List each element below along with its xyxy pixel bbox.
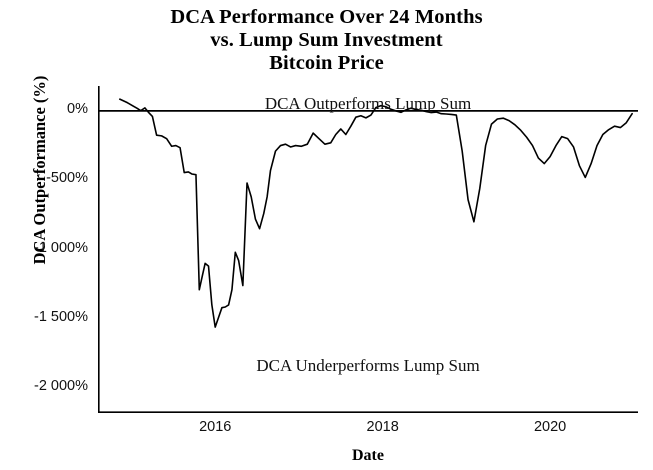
series-line-dca-outperformance xyxy=(118,98,633,328)
x-axis-title: Date xyxy=(352,447,384,464)
annotation-dca-underperforms: DCA Underperforms Lump Sum xyxy=(256,356,480,375)
line-chart-svg xyxy=(98,86,638,413)
y-axis-tick-labels: 0% -500% -1 000% -1 500% -2 000% xyxy=(0,0,88,470)
title-line-1: DCA Performance Over 24 Months xyxy=(170,6,483,28)
plot-area xyxy=(98,86,638,413)
x-tick-label-2: 2020 xyxy=(533,419,567,435)
y-tick-label-2: -1 000% xyxy=(33,239,88,256)
y-tick-label-0: 0% xyxy=(67,100,88,117)
x-tick-label-1: 2018 xyxy=(366,419,399,435)
title-line-2: vs. Lump Sum Investment xyxy=(210,29,443,51)
page-title: DCA Performance Over 24 Months vs. Lump … xyxy=(0,6,653,75)
axis-frame xyxy=(98,86,638,413)
title-line-3: Bitcoin Price xyxy=(269,52,384,74)
x-axis-tick-labels: 2016 2018 2020 xyxy=(0,419,653,443)
y-tick-label-1: -500% xyxy=(46,170,88,187)
annotation-dca-outperforms: DCA Outperforms Lump Sum xyxy=(264,94,472,113)
y-tick-label-3: -1 500% xyxy=(33,308,88,325)
y-tick-label-4: -2 000% xyxy=(33,378,88,395)
x-tick-label-0: 2016 xyxy=(199,419,232,435)
